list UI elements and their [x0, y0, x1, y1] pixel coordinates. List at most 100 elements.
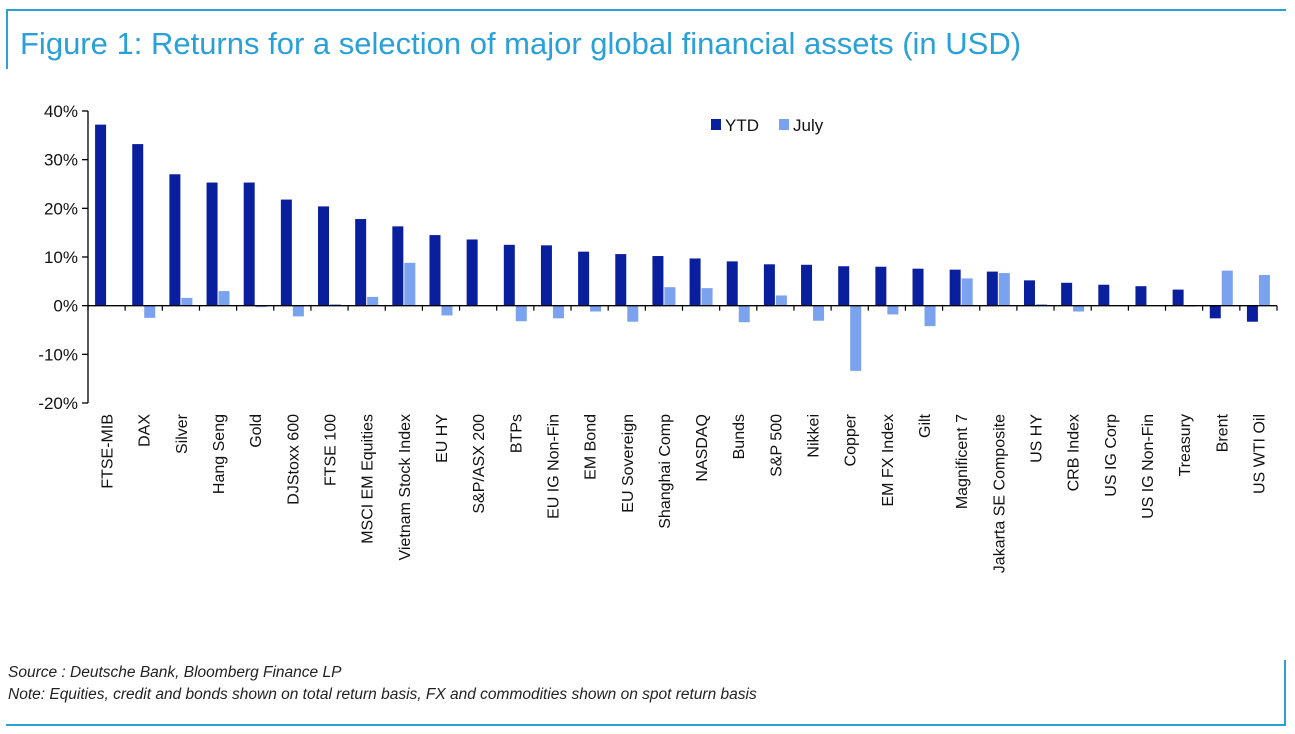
bar-july-nikkei [813, 305, 825, 321]
x-category-label: US WTI Oil [1251, 414, 1268, 494]
bar-july-copper [850, 305, 862, 371]
y-axis: 40% 30% 20% 10% 0% -10% -20% [38, 102, 89, 413]
x-category-label: Gold [248, 414, 265, 448]
bar-ytd-nasdaq [689, 258, 701, 306]
bar-ytd-jakarta-se-composite [986, 271, 998, 306]
x-category-label: NASDAQ [694, 414, 711, 482]
legend-swatch-ytd [711, 119, 721, 130]
bar-july-msci-em-equities [367, 296, 379, 306]
bar-ytd-us-ig-non-fin [1135, 286, 1147, 306]
bar-ytd-silver [169, 174, 181, 306]
x-category-label: Vietnam Stock Index [397, 414, 414, 560]
legend-label-july: July [793, 116, 824, 135]
x-category-label: Nikkei [806, 414, 823, 458]
bar-ytd-treasury [1172, 289, 1184, 306]
bar-july-btps [515, 305, 527, 322]
x-category-label: Jakarta SE Composite [991, 414, 1008, 573]
bar-ytd-us-ig-corp [1098, 284, 1110, 306]
frame-bottom-border [6, 724, 1286, 726]
bar-ytd-s-p-500 [763, 264, 775, 306]
legend-label-ytd: YTD [725, 116, 759, 135]
x-category-label: Gilt [917, 413, 934, 438]
x-category-label: Shanghai Comp [657, 414, 674, 529]
x-category-label: Magnificent 7 [954, 414, 971, 509]
bar-july-eu-sovereign [627, 305, 639, 322]
x-category-label: US IG Corp [1103, 414, 1120, 497]
bar-chart: 40% 30% 20% 10% 0% -10% -20% FTSE-MIB DAX Silver… [38, 102, 1278, 573]
bar-july-s-p-500 [775, 295, 787, 306]
x-axis: FTSE-MIB DAX Silver Hang Seng Gold DJStoxx 60… [87, 305, 1278, 573]
bar-ytd-hang-seng [206, 182, 218, 306]
bar-ytd-nikkei [801, 264, 813, 306]
bar-july-vietnam-stock-index [404, 262, 416, 306]
bar-july-gold [255, 305, 267, 308]
x-category-label: FTSE-MIB [100, 414, 117, 489]
x-category-label: S&P 500 [768, 414, 785, 477]
bar-july-shanghai-comp [664, 287, 676, 306]
bar-july-jakarta-se-composite [998, 273, 1010, 306]
bar-ytd-gilt [912, 268, 924, 306]
y-tick-label: -10% [38, 345, 78, 364]
bar-ytd-gold [243, 182, 255, 306]
bar-ytd-us-wti-oil [1246, 305, 1258, 322]
bar-ytd-s-p-asx-200 [466, 239, 478, 306]
x-category-label: Copper [843, 413, 860, 466]
frame-right-border [1284, 660, 1286, 726]
bar-july-brent [1221, 270, 1233, 306]
legend: YTD July [711, 116, 824, 135]
bar-july-eu-hy [441, 305, 453, 316]
bar-july-em-bond [590, 305, 602, 312]
bar-ytd-ftse-100 [318, 206, 330, 306]
bar-july-djstoxx-600 [292, 305, 304, 317]
bar-ytd-copper [838, 266, 850, 306]
bar-july-nasdaq [701, 288, 713, 306]
bar-july-us-wti-oil [1258, 275, 1270, 306]
bar-ytd-magnificent-7 [949, 269, 961, 306]
x-category-label: CRB Index [1066, 414, 1083, 491]
bar-july-silver [181, 297, 193, 306]
x-category-label: S&P/ASX 200 [471, 414, 488, 514]
y-tick-label: 20% [44, 199, 78, 218]
x-category-label: Hang Seng [211, 414, 228, 494]
x-category-label: FTSE 100 [323, 414, 340, 486]
x-category-label: EU Sovereign [620, 414, 637, 513]
bar-ytd-djstoxx-600 [280, 199, 292, 306]
y-tick-label: 30% [44, 151, 78, 170]
bar-ytd-bunds [726, 261, 738, 306]
bar-ytd-shanghai-comp [652, 256, 664, 306]
bar-july-bunds [738, 305, 750, 323]
bar-ytd-em-fx-index [875, 266, 887, 306]
x-category-label: BTPs [508, 414, 525, 453]
bar-july-eu-ig-non-fin [552, 305, 564, 319]
y-tick-label: -20% [38, 394, 78, 413]
bar-ytd-dax [132, 144, 144, 306]
methodology-note: Note: Equities, credit and bonds shown o… [8, 686, 757, 703]
x-category-label: EU IG Non-Fin [545, 414, 562, 519]
bar-ytd-crb-index [1061, 282, 1073, 306]
bar-july-ftse-100 [330, 304, 342, 306]
y-tick-label: 0% [53, 297, 78, 316]
bar-ytd-btps [503, 244, 515, 306]
bar-july-us-hy [1035, 304, 1047, 306]
bar-ytd-brent [1209, 305, 1221, 319]
bar-ytd-vietnam-stock-index [392, 226, 404, 306]
x-category-label: EM Bond [583, 414, 600, 480]
bar-july-crb-index [1073, 305, 1085, 312]
source-note: Source : Deutsche Bank, Bloomberg Financ… [8, 664, 342, 681]
x-category-label: EU HY [434, 414, 451, 463]
bar-ytd-ftse-mib [95, 124, 107, 306]
x-category-label: DAX [137, 414, 154, 447]
bar-ytd-em-bond [578, 251, 590, 306]
bar-july-em-fx-index [887, 305, 899, 315]
bar-july-magnificent-7 [961, 278, 973, 306]
x-category-label: DJStoxx 600 [285, 414, 302, 505]
x-category-label: Bunds [731, 414, 748, 459]
x-category-label: Treasury [1177, 414, 1194, 477]
y-tick-label: 10% [44, 248, 78, 267]
bar-july-hang-seng [218, 291, 230, 306]
bar-ytd-us-hy [1023, 280, 1035, 306]
bar-ytd-eu-ig-non-fin [540, 245, 552, 306]
legend-swatch-july [779, 119, 789, 130]
frame-left-border [6, 9, 8, 69]
figure-title: Figure 1: Returns for a selection of maj… [20, 26, 1022, 61]
